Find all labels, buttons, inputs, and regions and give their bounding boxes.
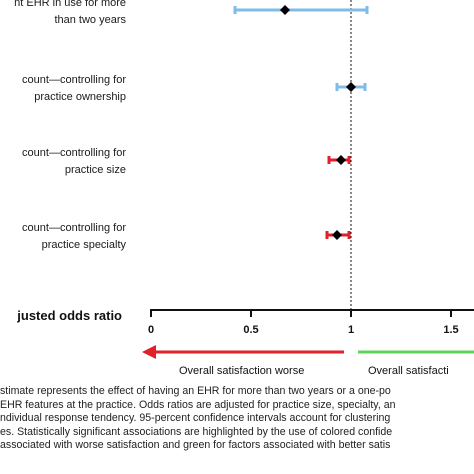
footnote-line: EHR features at the practice. Odds ratio…	[0, 398, 396, 411]
x-tick-label: 1	[348, 324, 354, 336]
footnote-line: ndividual response tendency. 95-percent …	[0, 412, 391, 425]
point-estimate	[336, 155, 346, 165]
footnote-line: es. Statistically significant associatio…	[0, 425, 393, 438]
x-tick-label: 0.5	[243, 324, 258, 336]
row-label: practice ownership	[34, 91, 126, 103]
footnote: stimate represents the effect of having …	[0, 385, 474, 453]
row-labels: nt EHR in use for more than two years coun…	[14, 0, 126, 251]
point-estimate	[332, 230, 342, 240]
direction-indicators: Overall satisfaction worse Overall satisf…	[142, 345, 474, 377]
worse-label: Overall satisfaction worse	[179, 365, 304, 377]
x-tick-label: 0	[148, 324, 154, 336]
x-axis-ticks: 0 0.5 1 1.5	[148, 310, 459, 336]
better-label: Overall satisfacti	[368, 365, 449, 377]
x-tick-label: 1.5	[443, 324, 458, 336]
row-label: practice size	[65, 164, 126, 176]
row-label: nt EHR in use for more	[14, 0, 126, 9]
row-label: count—controlling for	[22, 147, 126, 159]
row-label: than two years	[54, 14, 126, 26]
point-estimate	[280, 5, 290, 15]
row-label: count—controlling for	[22, 74, 126, 86]
worse-arrowhead	[142, 345, 156, 359]
x-axis-title: justed odds ratio	[16, 308, 122, 323]
point-estimate	[346, 82, 356, 92]
row-label: count—controlling for	[22, 222, 126, 234]
footnote-line: stimate represents the effect of having …	[0, 385, 391, 397]
row-label: practice specialty	[42, 239, 127, 251]
estimates	[233, 5, 369, 240]
footnote-line: associated with worse satisfaction and g…	[0, 439, 391, 452]
